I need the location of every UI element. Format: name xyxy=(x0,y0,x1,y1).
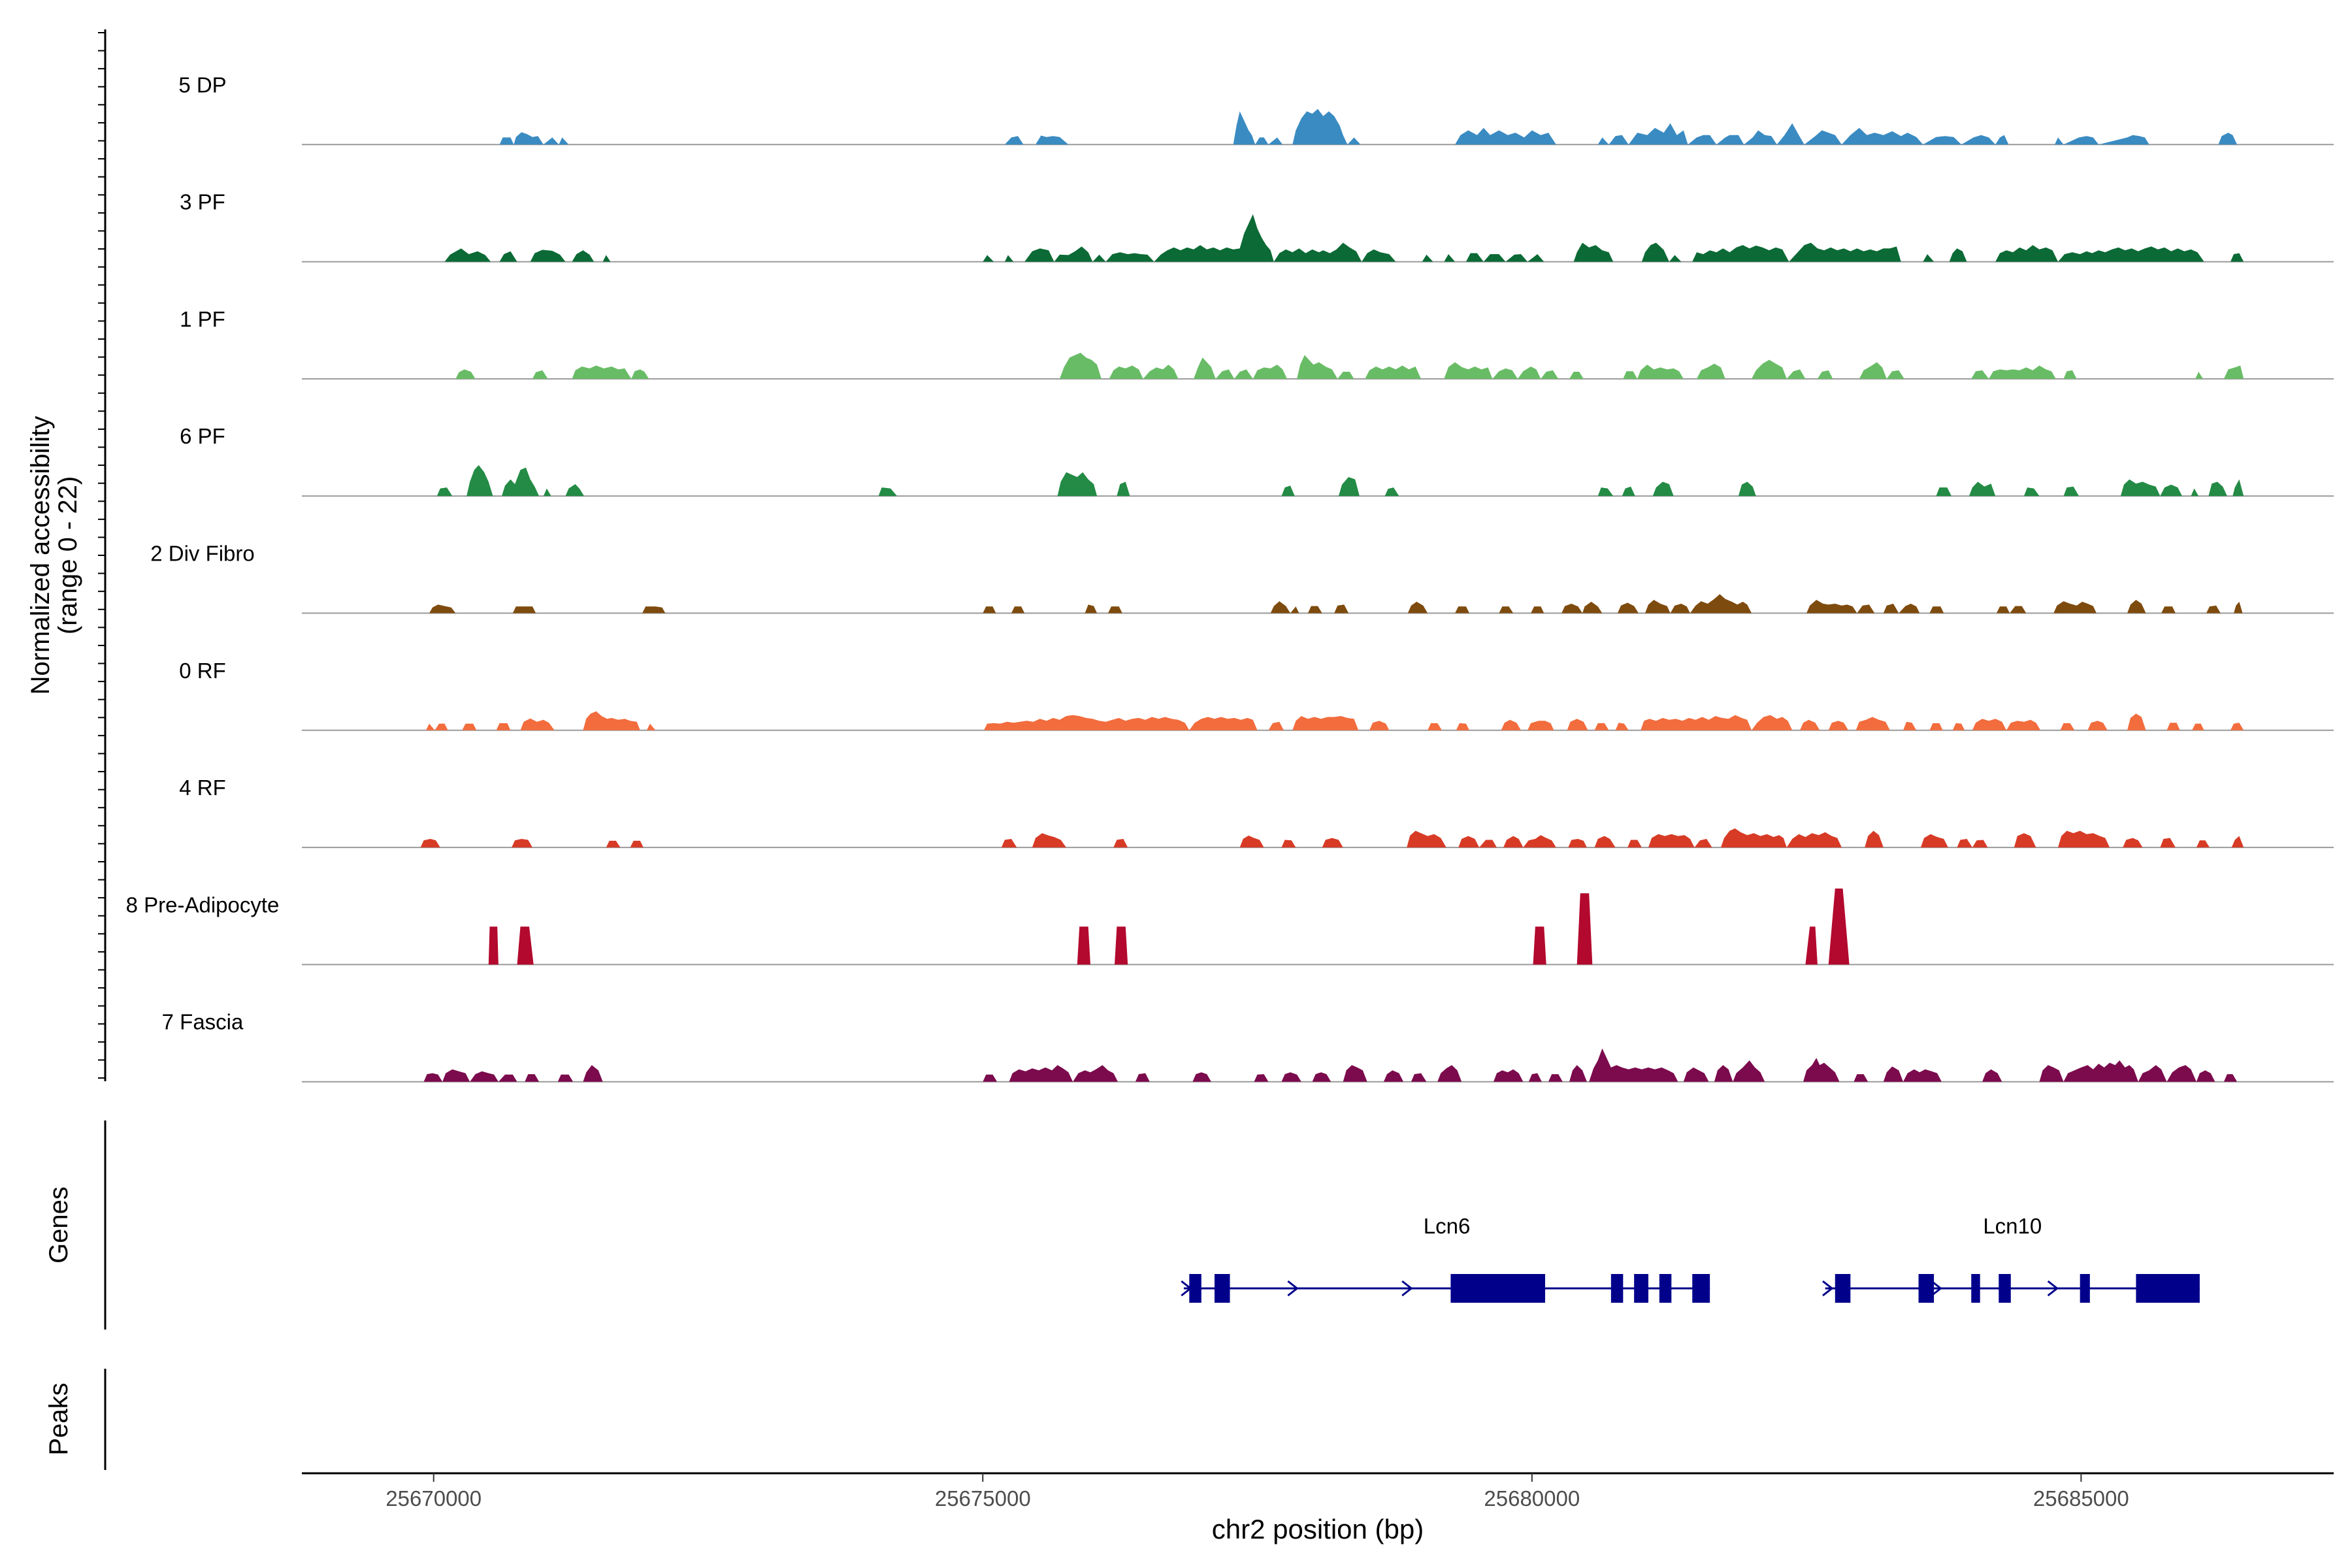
gene-exon xyxy=(1692,1274,1710,1303)
strand-arrow-icon xyxy=(1822,1280,1834,1297)
track-7-fascia xyxy=(302,1048,2334,1083)
coverage-y-ticks xyxy=(98,32,105,1079)
gene-exon xyxy=(1450,1274,1545,1303)
x-axis-ticks: 25670000 25675000 25680000 25685000 xyxy=(385,1473,2129,1511)
track-label: 7 Fascia xyxy=(162,1010,244,1034)
x-tick-label: 25680000 xyxy=(1484,1486,1580,1511)
gene-exon xyxy=(1999,1274,2011,1303)
gene-label: Lcn10 xyxy=(1983,1214,2042,1238)
track-label: 6 PF xyxy=(180,424,225,448)
gene-exon xyxy=(1634,1274,1649,1303)
tracks xyxy=(302,108,2334,1083)
coverage-area-6-pf xyxy=(436,465,2244,497)
gene-exon xyxy=(2080,1274,2090,1303)
y-axis-title-line1: Normalized accessibility xyxy=(26,416,55,695)
strand-arrow-icon xyxy=(1287,1280,1299,1297)
coverage-area-4-rf xyxy=(420,828,2244,848)
track-0-rf xyxy=(302,711,2334,731)
coverage-area-3-pf xyxy=(444,214,2244,262)
track-2-div-fibro xyxy=(302,594,2334,614)
y-axis-title: Normalized accessibility (range 0 - 22) xyxy=(26,416,82,695)
x-axis-title: chr2 position (bp) xyxy=(1212,1514,1424,1544)
coverage-area-1-pf xyxy=(455,352,2244,379)
gene-exon xyxy=(1918,1274,1935,1303)
gene-exon xyxy=(1659,1274,1672,1303)
track-label: 8 Pre-Adipocyte xyxy=(126,892,280,917)
track-labels: 5 DP 3 PF 1 PF 6 PF 2 Div Fibro 0 RF 4 RF 8 Pre… xyxy=(126,73,280,1034)
strand-arrow-icon xyxy=(2047,1280,2059,1297)
track-label: 0 RF xyxy=(179,659,226,683)
gene-exon xyxy=(2136,1274,2200,1303)
coverage-area-8-pre-adipocyte xyxy=(488,889,1850,965)
y-axis-title-line2: (range 0 - 22) xyxy=(54,476,82,634)
strand-arrow-icon xyxy=(1401,1280,1413,1297)
coverage-area-2-div-fibro xyxy=(429,594,2243,613)
strand-arrow-icon xyxy=(1181,1280,1192,1297)
x-tick-label: 25670000 xyxy=(385,1486,482,1511)
track-label: 2 Div Fibro xyxy=(150,542,255,566)
track-4-rf xyxy=(302,828,2334,849)
gene-lcn6: Lcn6 xyxy=(1181,1214,1710,1303)
gene-label: Lcn6 xyxy=(1424,1214,1471,1238)
gene-exon xyxy=(1610,1274,1624,1303)
track-label: 1 PF xyxy=(180,307,225,331)
track-3-pf xyxy=(302,214,2334,263)
gene-exon xyxy=(1214,1274,1230,1303)
gene-models: Lcn6 Lcn10 xyxy=(1181,1214,2200,1303)
track-label: 5 DP xyxy=(178,73,226,97)
gene-lcn10: Lcn10 xyxy=(1822,1214,2200,1303)
track-1-pf xyxy=(302,352,2334,380)
strand-arrow-icon xyxy=(1931,1280,1942,1297)
coverage-area-5-dp xyxy=(499,108,2238,145)
track-6-pf xyxy=(302,465,2334,497)
coverage-area-0-rf xyxy=(426,711,2244,730)
track-label: 3 PF xyxy=(180,190,225,214)
genes-panel-label: Genes xyxy=(44,1186,73,1264)
gene-exon xyxy=(1835,1274,1851,1303)
coverage-area-7-fascia xyxy=(423,1048,2238,1082)
x-tick-label: 25675000 xyxy=(935,1486,1031,1511)
x-tick-label: 25685000 xyxy=(2033,1486,2129,1511)
track-5-dp xyxy=(302,108,2334,146)
peaks-panel-label: Peaks xyxy=(44,1382,73,1455)
gene-exon xyxy=(1971,1274,1980,1303)
track-label: 4 RF xyxy=(179,776,226,800)
gene-exon xyxy=(1189,1274,1201,1303)
track-8-pre-adipocyte xyxy=(302,889,2334,966)
